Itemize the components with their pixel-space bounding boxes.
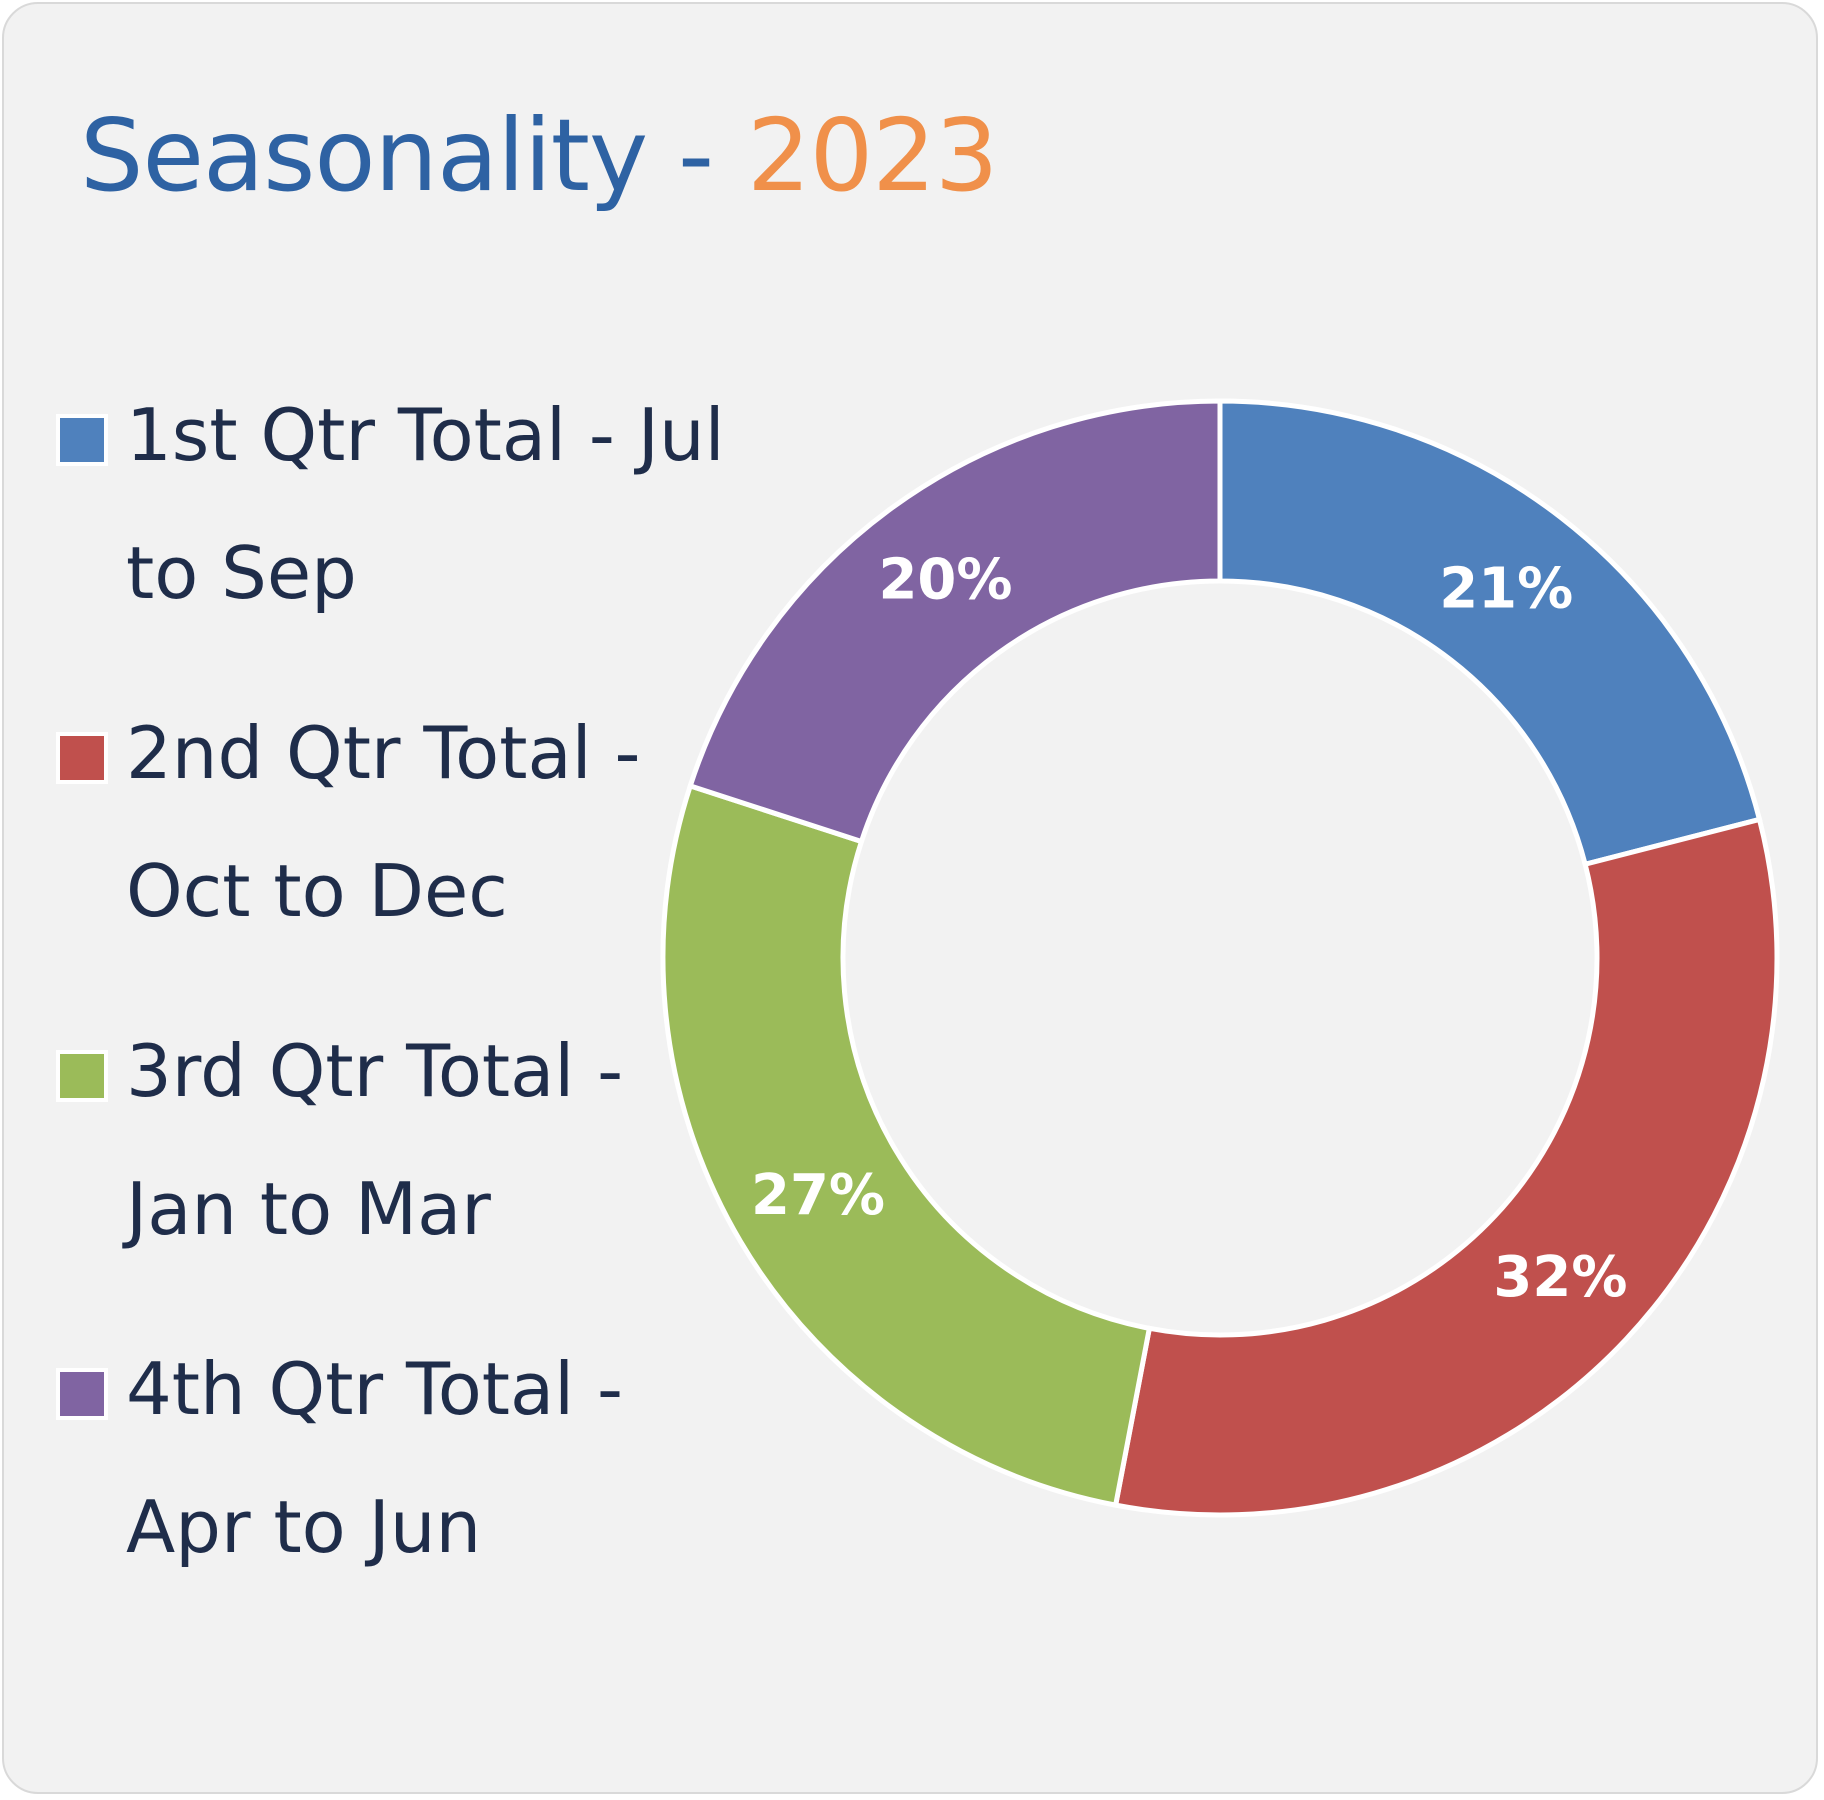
- legend-swatch-q2: [56, 732, 108, 784]
- donut-slice-q2[interactable]: [1112, 816, 1780, 1518]
- donut-slice-q4[interactable]: [687, 398, 1223, 845]
- data-label-q1: 21%: [1439, 556, 1573, 621]
- chart-subtitle-year: 2023: [747, 97, 998, 214]
- chart-title-text: Seasonality -: [80, 97, 714, 214]
- data-label-q2: 32%: [1493, 1245, 1627, 1310]
- donut-slice-q3[interactable]: [660, 782, 1153, 1509]
- legend-label-q2: 2nd Qtr Total - Oct to Dec: [126, 711, 641, 933]
- legend-label-q3: 3rd Qtr Total - Jan to Mar: [126, 1029, 624, 1251]
- data-label-q4: 20%: [878, 548, 1012, 613]
- legend-swatch-q1: [56, 414, 108, 466]
- chart-title: Seasonality - 2023: [80, 96, 999, 216]
- data-label-q3: 27%: [751, 1163, 885, 1228]
- donut-slice-q1[interactable]: [1217, 398, 1763, 868]
- legend-swatch-q3: [56, 1050, 108, 1102]
- legend-label-q1: 1st Qtr Total - Jul to Sep: [126, 393, 725, 615]
- legend-swatch-q4: [56, 1368, 108, 1420]
- legend-label-q4: 4th Qtr Total - Apr to Jun: [126, 1347, 623, 1569]
- donut-chart: 21% 32% 27% 20%: [660, 398, 1780, 1518]
